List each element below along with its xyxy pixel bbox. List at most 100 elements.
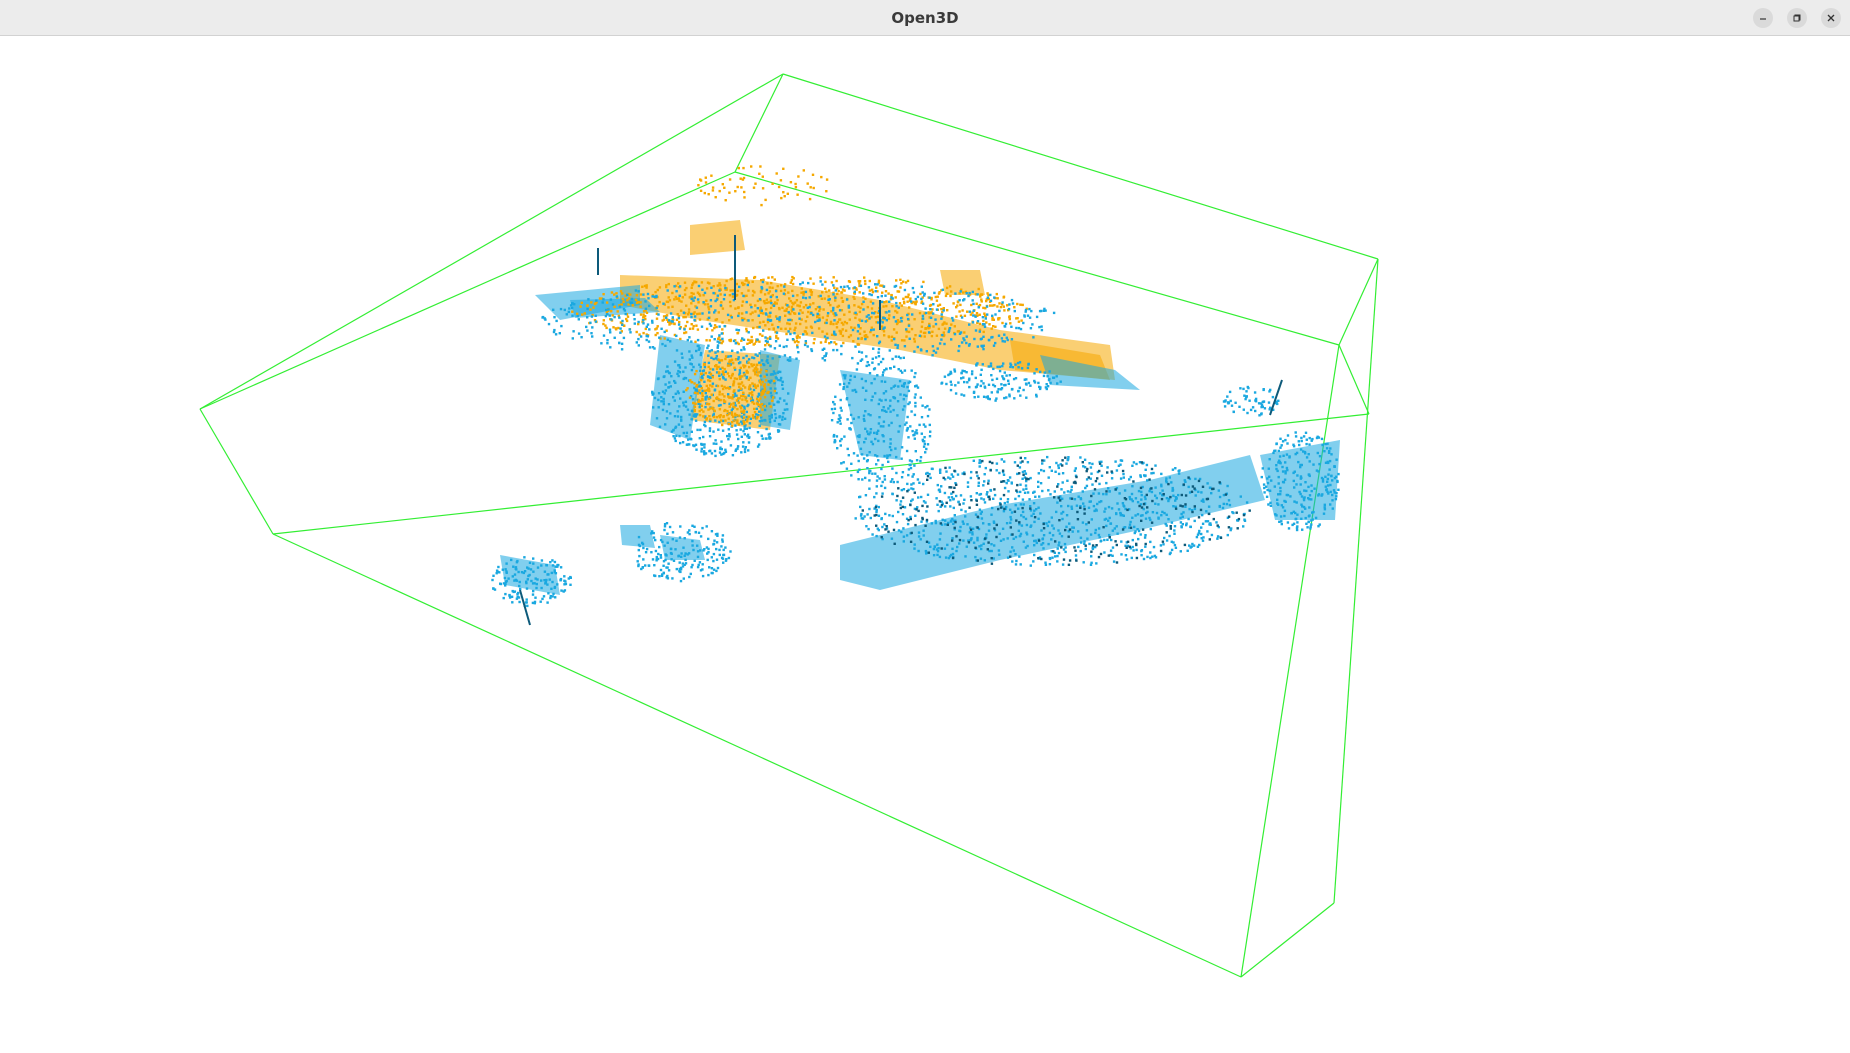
point [1122,476,1125,479]
point [1244,397,1247,401]
point [1226,484,1229,488]
point [635,341,638,344]
point [958,310,961,313]
point [816,319,820,322]
point [1280,520,1283,523]
point [1198,477,1202,481]
point [756,299,760,303]
point [1281,465,1284,469]
minimize-button[interactable] [1753,8,1773,28]
point [920,416,924,419]
point [974,329,978,332]
point [808,197,812,201]
point [747,331,750,334]
point [767,380,770,383]
point [940,289,943,292]
point [994,325,997,328]
point [659,556,663,559]
point [931,312,935,315]
point [1039,370,1042,374]
point [1138,461,1142,464]
point [860,517,863,520]
point [735,377,739,381]
point [1009,550,1012,553]
point [1033,490,1036,493]
point [1180,493,1183,497]
point [1308,473,1311,476]
point [983,325,987,328]
point [1097,492,1101,495]
point [637,535,641,539]
point [759,165,762,168]
point [1275,464,1278,467]
point [879,284,882,287]
point [642,546,645,550]
point [1295,526,1299,529]
point [710,286,713,289]
point [691,409,694,413]
point [986,296,989,299]
point [556,565,559,568]
point [512,565,515,568]
point [946,523,949,526]
point [1117,508,1121,511]
point [1021,510,1025,514]
point [709,324,713,327]
point [721,307,725,310]
point [1094,545,1097,549]
point [861,478,864,481]
point [887,407,890,410]
point [624,312,627,316]
point [1093,488,1097,491]
3d-viewport[interactable] [0,36,1850,1053]
point [531,601,535,605]
point [874,290,877,293]
point [789,332,792,336]
point [745,400,749,403]
point [1025,477,1028,481]
point [959,303,962,307]
point [513,579,516,582]
point [938,538,942,541]
point [1208,523,1211,526]
point [1014,377,1018,380]
point [697,284,701,288]
point [1174,507,1178,510]
title-bar[interactable]: Open3D [0,0,1850,36]
point [933,545,937,549]
close-button[interactable] [1821,8,1841,28]
point [1278,520,1281,523]
point [917,509,920,513]
point [1131,464,1134,467]
point [897,529,901,532]
point [809,186,812,189]
point [718,374,721,378]
point [745,300,748,304]
point [960,288,963,291]
point [1161,489,1164,492]
point [839,332,842,335]
point-cloud-scene[interactable] [0,36,1850,1053]
point [964,510,967,513]
point [759,371,762,374]
point [812,341,815,345]
point [985,299,988,303]
maximize-button[interactable] [1787,8,1807,28]
point [1032,502,1036,505]
point [724,357,727,361]
point [890,335,894,338]
point [731,361,735,365]
point [1037,506,1040,509]
point [710,393,713,396]
point [750,306,753,309]
point [698,318,702,321]
point [1005,481,1008,485]
point [1200,537,1203,540]
point [816,306,820,309]
point [870,315,873,319]
point [905,328,908,331]
point [956,304,959,307]
point [938,490,942,493]
point [705,546,709,549]
point [1223,400,1227,403]
